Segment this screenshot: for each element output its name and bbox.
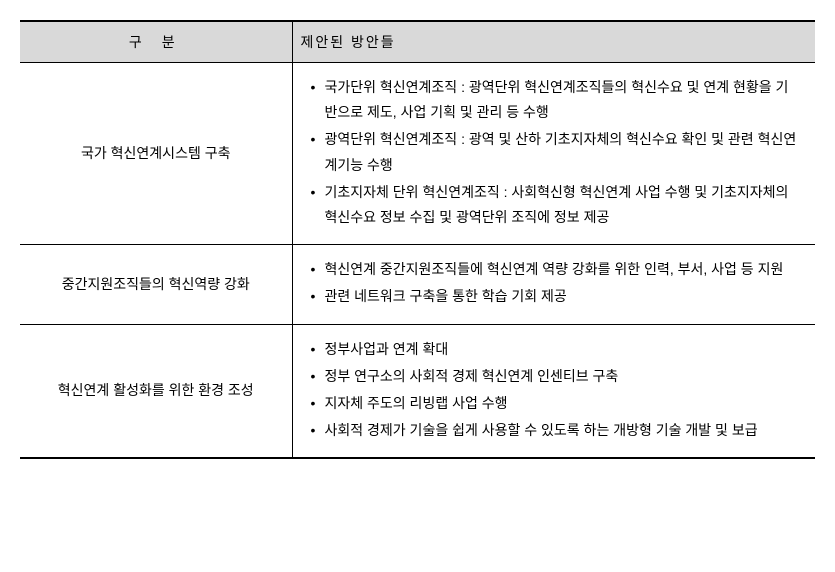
category-cell: 혁신연계 활성화를 위한 환경 조성 [20,324,292,458]
header-row: 구 분 제안된 방안들 [20,21,815,63]
list-item: 정부사업과 연계 확대 [307,337,802,362]
table-row: 혁신연계 활성화를 위한 환경 조성 정부사업과 연계 확대 정부 연구소의 사… [20,324,815,458]
proposals-table: 구 분 제안된 방안들 국가 혁신연계시스템 구축 국가단위 혁신연계조직 : … [20,20,815,459]
list-item: 지자체 주도의 리빙랩 사업 수행 [307,391,802,416]
table-head: 구 분 제안된 방안들 [20,21,815,63]
list-item: 사회적 경제가 기술을 쉽게 사용할 수 있도록 하는 개방형 기술 개발 및 … [307,418,802,443]
header-category: 구 분 [20,21,292,63]
list-item: 국가단위 혁신연계조직 : 광역단위 혁신연계조직들의 혁신수요 및 연계 현황… [307,75,802,125]
list-item: 혁신연계 중간지원조직들에 혁신연계 역량 강화를 위한 인력, 부서, 사업 … [307,257,802,282]
items-list: 국가단위 혁신연계조직 : 광역단위 혁신연계조직들의 혁신수요 및 연계 현황… [307,75,802,230]
items-list: 혁신연계 중간지원조직들에 혁신연계 역량 강화를 위한 인력, 부서, 사업 … [307,257,802,309]
list-item: 기초지자체 단위 혁신연계조직 : 사회혁신형 혁신연계 사업 수행 및 기초지… [307,180,802,230]
list-item: 관련 네트워크 구축을 통한 학습 기회 제공 [307,284,802,309]
list-item: 정부 연구소의 사회적 경제 혁신연계 인센티브 구축 [307,364,802,389]
table-container: 구 분 제안된 방안들 국가 혁신연계시스템 구축 국가단위 혁신연계조직 : … [20,20,815,459]
table-body: 국가 혁신연계시스템 구축 국가단위 혁신연계조직 : 광역단위 혁신연계조직들… [20,63,815,459]
category-cell: 국가 혁신연계시스템 구축 [20,63,292,245]
list-item: 광역단위 혁신연계조직 : 광역 및 산하 기초지자체의 혁신수요 확인 및 관… [307,127,802,177]
items-cell: 국가단위 혁신연계조직 : 광역단위 혁신연계조직들의 혁신수요 및 연계 현황… [292,63,815,245]
category-cell: 중간지원조직들의 혁신역량 강화 [20,245,292,324]
items-cell: 혁신연계 중간지원조직들에 혁신연계 역량 강화를 위한 인력, 부서, 사업 … [292,245,815,324]
items-cell: 정부사업과 연계 확대 정부 연구소의 사회적 경제 혁신연계 인센티브 구축 … [292,324,815,458]
table-row: 중간지원조직들의 혁신역량 강화 혁신연계 중간지원조직들에 혁신연계 역량 강… [20,245,815,324]
items-list: 정부사업과 연계 확대 정부 연구소의 사회적 경제 혁신연계 인센티브 구축 … [307,337,802,444]
table-row: 국가 혁신연계시스템 구축 국가단위 혁신연계조직 : 광역단위 혁신연계조직들… [20,63,815,245]
header-proposals: 제안된 방안들 [292,21,815,63]
